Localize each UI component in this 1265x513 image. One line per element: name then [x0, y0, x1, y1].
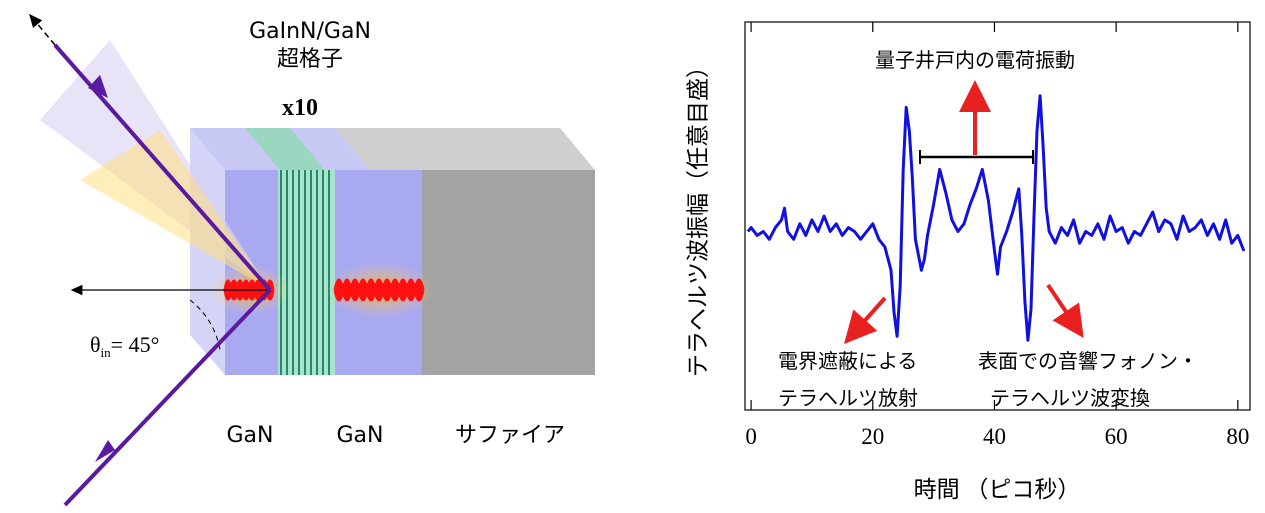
- annotation: 量子井戸内の電荷振動: [875, 49, 1075, 72]
- data-line: [748, 96, 1244, 341]
- repeat-label: x10: [282, 95, 318, 121]
- layer-name: GaN: [337, 423, 384, 448]
- x-tick-label: 20: [861, 424, 884, 449]
- x-tick-label: 80: [1226, 424, 1249, 449]
- annotation: テラヘルツ放射: [778, 387, 918, 410]
- layer-label: 超格子: [277, 47, 343, 72]
- annotation: 電界遮蔽による: [778, 350, 917, 373]
- annotation: 表面での音響フォノン・: [978, 350, 1198, 373]
- layer-name: サファイア: [455, 423, 565, 448]
- x-axis-title: 時間 （ピコ秒）: [914, 477, 1081, 502]
- layer-name: GaN: [227, 423, 274, 448]
- angle-value: = 45°: [111, 332, 160, 357]
- x-tick-label: 0: [745, 424, 757, 449]
- x-tick-label: 60: [1105, 424, 1128, 449]
- angle-sub: in: [101, 345, 112, 360]
- layer-label: GaInN/GaN: [249, 19, 371, 44]
- angle-label: θin= 45°: [90, 332, 159, 360]
- sample-diagram: GaInN/GaN 超格子 x10 θin= 45° GaN GaN サファイア: [30, 15, 595, 505]
- x-tick-label: 40: [983, 424, 1006, 449]
- chart: テラヘルツ波振幅（任意目盛） 時間 （ピコ秒） 量子井戸内の電荷振動 電界遮蔽に…: [685, 22, 1250, 502]
- y-axis-title: テラヘルツ波振幅（任意目盛）: [685, 55, 710, 377]
- annotation-arrow: [852, 298, 885, 335]
- annotation-arrow: [1048, 285, 1077, 328]
- angle-theta: θ: [90, 332, 101, 357]
- annotation: テラヘルツ波変換: [990, 387, 1150, 410]
- figure: GaInN/GaN 超格子 x10 θin= 45° GaN GaN サファイア…: [0, 0, 1265, 513]
